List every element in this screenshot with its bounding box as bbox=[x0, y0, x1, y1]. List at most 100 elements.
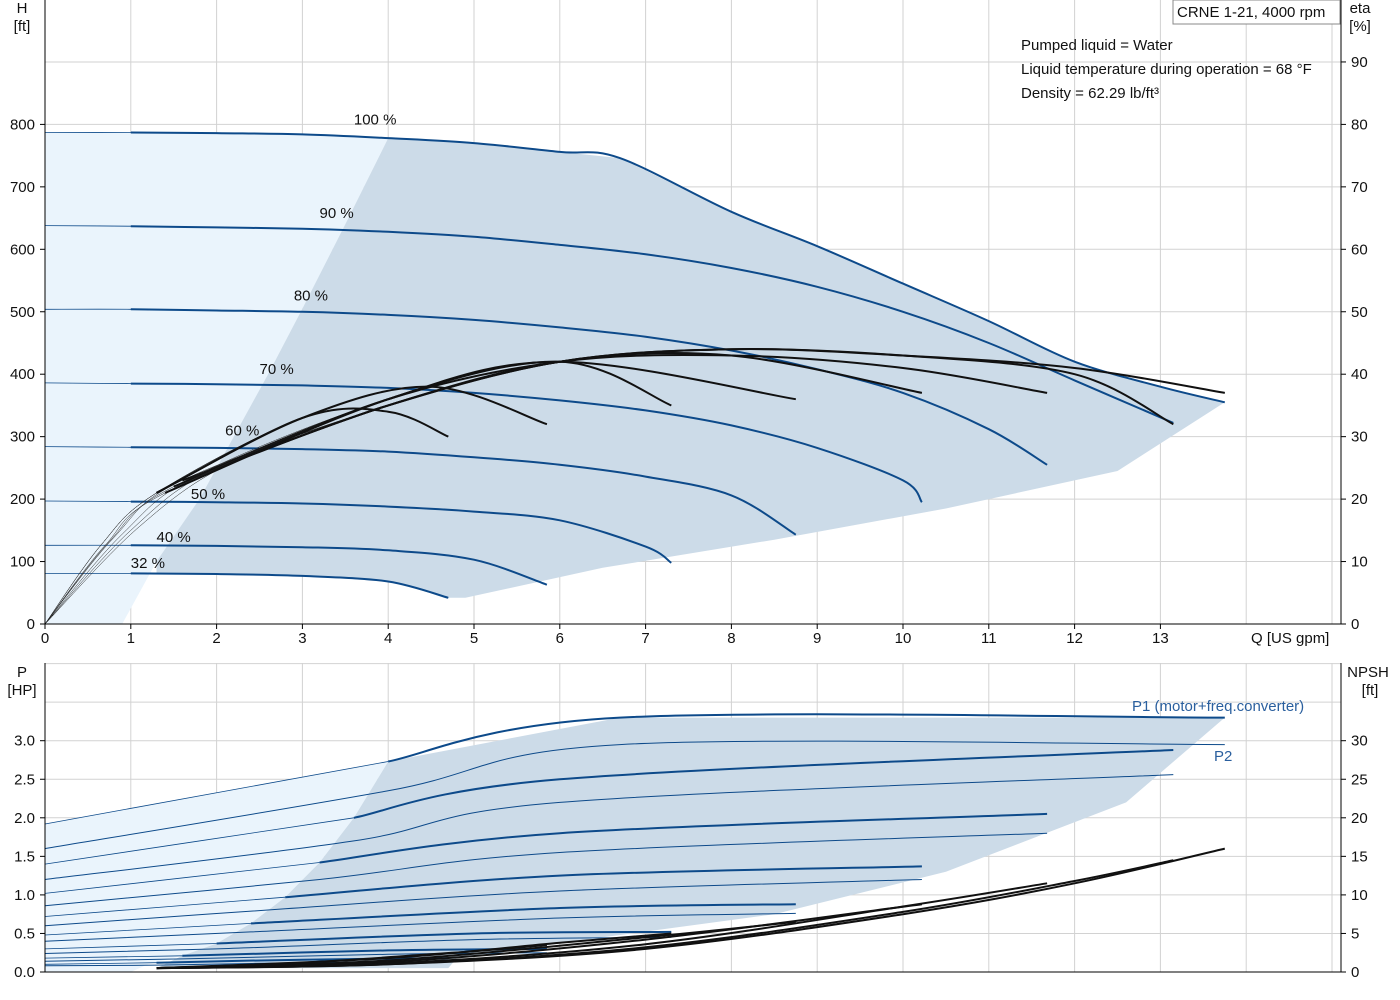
info-density: Density = 62.29 lb/ft³ bbox=[1021, 85, 1159, 102]
p2-curve-5 bbox=[44, 912, 796, 942]
y2-tick-label: 40 bbox=[1351, 366, 1368, 383]
x-tick-label: 5 bbox=[470, 630, 478, 647]
p2-curve-3 bbox=[44, 832, 1048, 907]
y2-tick-label: 80 bbox=[1351, 116, 1368, 133]
p1-curve-2 bbox=[353, 749, 1174, 819]
y2-axis-title-npsh: NPSH bbox=[1347, 664, 1389, 681]
y2-tick-label: 10 bbox=[1351, 554, 1368, 571]
p-tick-label: 0.5 bbox=[14, 925, 35, 942]
y-tick-label: 300 bbox=[10, 429, 35, 446]
y2-axis-title-eta: eta bbox=[1350, 0, 1372, 17]
x-tick-label: 8 bbox=[727, 630, 735, 647]
y2-tick-label: 50 bbox=[1351, 304, 1368, 321]
y2-tick-label: 0 bbox=[1351, 616, 1359, 633]
head-curve-8 bbox=[130, 572, 449, 599]
p1-curve-3 bbox=[319, 812, 1048, 864]
p1-curve-6 bbox=[216, 930, 672, 945]
p-tick-label: 2.5 bbox=[14, 771, 35, 788]
p1-curve-thin-1 bbox=[44, 761, 389, 825]
efficiency-curves bbox=[44, 348, 1225, 625]
legend-p2: P2 bbox=[1214, 748, 1232, 765]
head-curve-4 bbox=[130, 382, 923, 503]
bottom-axes: 0.0 0.5 1.0 1.5 2.0 2.5 3.0 0 5 10 15 20 25 30 bbox=[14, 663, 1368, 981]
npsh-tick-label: 0 bbox=[1351, 964, 1359, 981]
y-tick-label: 500 bbox=[10, 304, 35, 321]
y2-axis-unit-eta: [%] bbox=[1349, 18, 1371, 35]
y2-tick-label: 70 bbox=[1351, 179, 1368, 196]
x-tick-label: 6 bbox=[556, 630, 564, 647]
p1-curve-thin-5 bbox=[44, 923, 251, 936]
head-curve-7 bbox=[130, 544, 548, 586]
title-box bbox=[1172, 0, 1341, 25]
x-tick-label: 11 bbox=[981, 630, 997, 647]
power-curves bbox=[44, 713, 1225, 967]
x-tick-label: 12 bbox=[1066, 630, 1083, 647]
p-tick-label: 0.0 bbox=[14, 964, 35, 981]
speed-label: 50 % bbox=[191, 486, 225, 503]
top-axes: 0 1 2 3 4 5 6 7 8 9 10 11 12 130100200300400500600700… bbox=[10, 0, 1368, 647]
top-operating-areas bbox=[45, 132, 1225, 624]
x-axis-title: Q [US gpm] bbox=[1251, 630, 1329, 647]
y-tick-label: 0 bbox=[27, 616, 35, 633]
npsh-curves bbox=[156, 847, 1226, 970]
head-curve-2 bbox=[130, 225, 1174, 424]
y-tick-label: 400 bbox=[10, 366, 35, 383]
p-tick-label: 3.0 bbox=[14, 733, 35, 750]
p1-curve-thin-2 bbox=[44, 817, 354, 865]
efficiency-curve-6 bbox=[164, 360, 672, 494]
x-tick-label: 0 bbox=[41, 630, 49, 647]
p1-curve-thin-3 bbox=[44, 862, 320, 894]
y2-tick-label: 60 bbox=[1351, 241, 1368, 258]
head-curve-1 bbox=[130, 131, 1226, 404]
speed-labels: 100 % 90 % 80 % 70 % 60 % 50 % 40 % 32 % bbox=[131, 111, 397, 571]
head-curve-3 bbox=[130, 308, 1048, 466]
y2-axis-unit-npsh: [ft] bbox=[1362, 682, 1379, 699]
p1-curve-4 bbox=[285, 865, 922, 899]
x-tick-label: 13 bbox=[1152, 630, 1169, 647]
head-curve-6 bbox=[130, 500, 672, 564]
x-tick-label: 7 bbox=[641, 630, 649, 647]
npsh-tick-label: 15 bbox=[1351, 848, 1368, 865]
speed-label: 80 % bbox=[294, 288, 328, 305]
npsh-tick-label: 25 bbox=[1351, 771, 1368, 788]
p1-curve-thin-7 bbox=[44, 955, 183, 959]
speed-label: 40 % bbox=[157, 529, 191, 546]
p2-curve-6 bbox=[44, 936, 672, 954]
speed-label: 32 % bbox=[131, 555, 165, 572]
p1-curve-thin-6 bbox=[44, 943, 217, 950]
p-tick-label: 1.5 bbox=[14, 848, 35, 865]
x-tick-label: 1 bbox=[127, 630, 135, 647]
npsh-tick-label: 5 bbox=[1351, 925, 1359, 942]
p-tick-label: 1.0 bbox=[14, 887, 35, 904]
p-tick-label: 2.0 bbox=[14, 810, 35, 827]
p2-curve-1 bbox=[44, 740, 1225, 850]
y-tick-label: 800 bbox=[10, 116, 35, 133]
speed-label: 60 % bbox=[225, 422, 259, 439]
y-tick-label: 700 bbox=[10, 179, 35, 196]
p1-curve-thin-8 bbox=[44, 962, 157, 965]
y-axis-title-h: H bbox=[17, 0, 28, 17]
p1-curve-thin-4 bbox=[44, 896, 286, 917]
efficiency-curve-5 bbox=[173, 360, 796, 488]
y-tick-label: 200 bbox=[10, 491, 35, 508]
speed-label: 90 % bbox=[320, 205, 354, 222]
y-tick-label: 600 bbox=[10, 241, 35, 258]
bottom-dark-area bbox=[156, 717, 1225, 969]
x-tick-label: 3 bbox=[298, 630, 306, 647]
npsh-tick-label: 10 bbox=[1351, 887, 1368, 904]
y-axis-title-p: P bbox=[17, 664, 27, 681]
x-tick-label: 2 bbox=[212, 630, 220, 647]
y-axis-unit-h: [ft] bbox=[14, 18, 31, 35]
p2-curve-4 bbox=[44, 879, 922, 927]
npsh-tick-label: 20 bbox=[1351, 810, 1368, 827]
y2-tick-label: 20 bbox=[1351, 491, 1368, 508]
y2-tick-label: 90 bbox=[1351, 54, 1368, 71]
info-liquid-temperature: Liquid temperature during operation = 68… bbox=[1021, 61, 1312, 78]
y-tick-label: 100 bbox=[10, 554, 35, 571]
speed-label: 70 % bbox=[260, 361, 294, 378]
p2-curve-2 bbox=[44, 774, 1174, 880]
efficiency-curve-8 bbox=[156, 407, 449, 494]
dark-operating-area bbox=[156, 138, 1225, 598]
speed-label: 100 % bbox=[354, 111, 397, 128]
